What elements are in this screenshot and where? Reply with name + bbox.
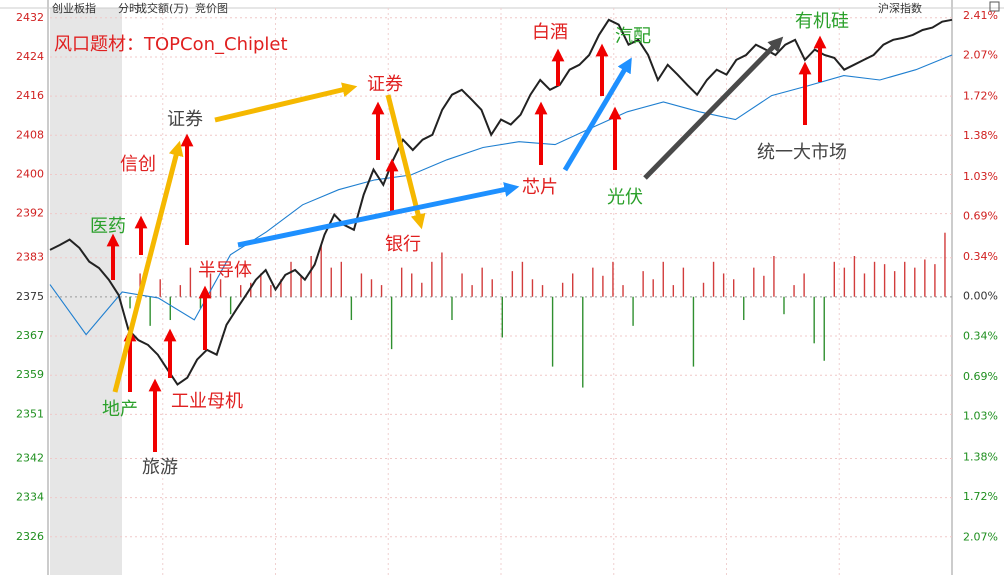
annotation: 半导体 bbox=[198, 260, 252, 281]
y-tick-label: 2375 bbox=[16, 290, 44, 303]
annotation: 芯片 bbox=[522, 177, 558, 198]
y-tick-label: 2383 bbox=[16, 251, 44, 264]
y2-tick-label: 2.07% bbox=[963, 531, 998, 544]
y-tick-label: 2359 bbox=[16, 368, 44, 381]
y-tick-label: 2326 bbox=[16, 530, 44, 543]
y-tick-label: 2342 bbox=[16, 451, 44, 464]
y-tick-label: 2400 bbox=[16, 167, 44, 180]
y2-tick-label: 0.00% bbox=[963, 290, 998, 303]
y-tick-label: 2392 bbox=[16, 207, 44, 220]
y2-tick-label: 0.34% bbox=[963, 250, 998, 263]
annotation: 有机硅 bbox=[795, 11, 849, 32]
trend-arrow bbox=[112, 140, 184, 393]
y2-tick-label: 0.69% bbox=[963, 370, 998, 383]
annotation: 光伏 bbox=[607, 187, 643, 208]
y-tick-label: 2432 bbox=[16, 11, 44, 24]
header-label: 创业板指 bbox=[52, 1, 96, 15]
annotation: 白酒 bbox=[532, 22, 568, 43]
annotation: 医药 bbox=[90, 216, 126, 237]
annotation: 汽配 bbox=[615, 26, 651, 47]
market-label: 沪深指数 bbox=[878, 1, 922, 15]
pre-market-shade bbox=[50, 8, 122, 575]
annotation: 证券 bbox=[367, 74, 403, 95]
y2-tick-label: 1.72% bbox=[963, 490, 998, 503]
price-line bbox=[49, 54, 953, 336]
y2-tick-label: 0.69% bbox=[963, 209, 998, 222]
y2-tick-label: 0.34% bbox=[963, 329, 998, 342]
header-label: 分时 bbox=[118, 2, 140, 15]
y2-tick-label: 1.38% bbox=[963, 129, 998, 142]
annotation: 银行 bbox=[385, 234, 421, 255]
y2-tick-label: 2.07% bbox=[963, 49, 998, 62]
y2-tick-label: 1.38% bbox=[963, 450, 998, 463]
window-icon[interactable] bbox=[989, 1, 1000, 12]
y-tick-label: 2424 bbox=[16, 50, 44, 63]
chart-title: 风口题材：TOPCon_Chiplet bbox=[54, 34, 288, 55]
y2-tick-label: 1.03% bbox=[963, 170, 998, 183]
y-tick-label: 2334 bbox=[16, 491, 44, 504]
y-tick-label: 2367 bbox=[16, 329, 44, 342]
annotation: 证券 bbox=[167, 109, 203, 130]
header-label: 竞价图 bbox=[195, 1, 228, 15]
y-tick-label: 2416 bbox=[16, 89, 44, 102]
y-tick-label: 2351 bbox=[16, 407, 44, 420]
price-line bbox=[49, 18, 953, 386]
trend-arrow bbox=[562, 57, 632, 172]
annotation: 地产 bbox=[102, 399, 138, 420]
y2-tick-label: 1.03% bbox=[963, 410, 998, 423]
y2-tick-label: 1.72% bbox=[963, 89, 998, 102]
annotation: 工业母机 bbox=[171, 391, 243, 412]
header-label: 成交额(万) bbox=[136, 1, 189, 15]
annotation: 统一大市场 bbox=[757, 142, 847, 163]
trend-arrow bbox=[214, 82, 358, 123]
trend-arrow bbox=[643, 36, 784, 180]
y2-tick-label: 2.41% bbox=[963, 9, 998, 22]
annotation: 旅游 bbox=[142, 457, 178, 478]
trend-arrow bbox=[237, 182, 520, 248]
trend-arrow bbox=[385, 94, 426, 230]
annotation: 信创 bbox=[120, 154, 156, 175]
y-tick-label: 2408 bbox=[16, 128, 44, 141]
